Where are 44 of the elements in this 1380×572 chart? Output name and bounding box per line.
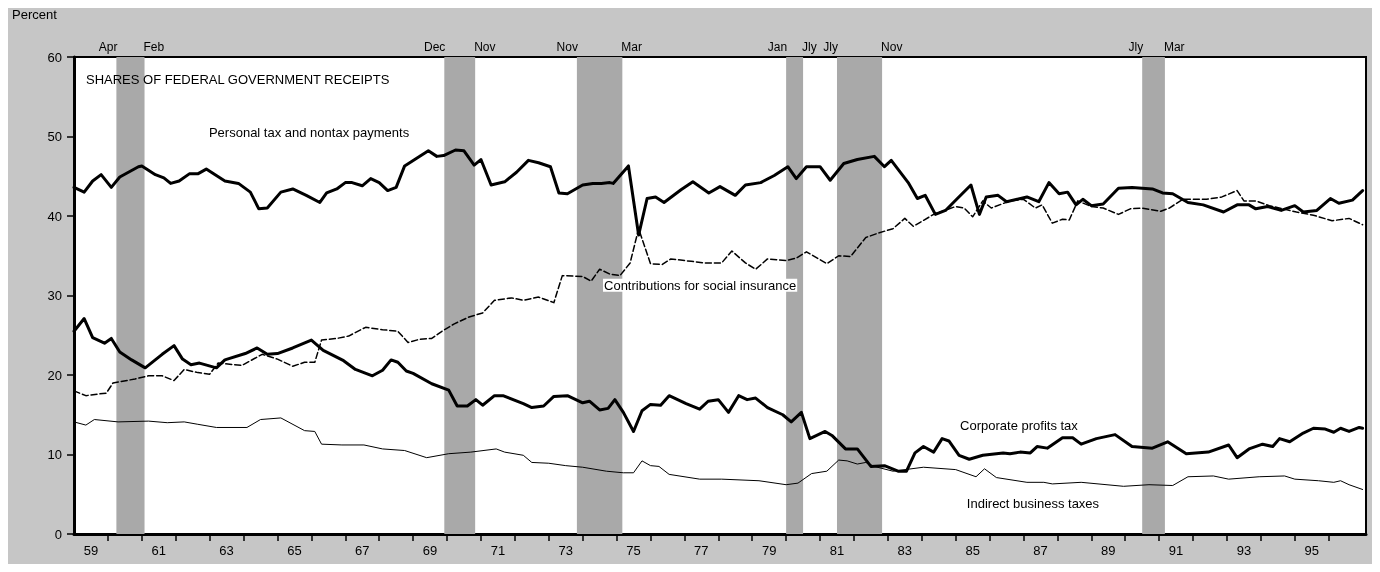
annotation: Nov [881, 40, 903, 54]
y-tick-label: 40 [47, 208, 62, 224]
x-tick-label: 95 [1304, 543, 1319, 558]
x-tick-label: 89 [1101, 543, 1116, 558]
y-tick-label: 0 [54, 526, 62, 542]
annotation: Jly [802, 40, 817, 54]
y-tick-label: 30 [47, 288, 62, 303]
annotation: Nov [474, 40, 496, 54]
annotation: Mar [1163, 40, 1185, 54]
annotation: Dec [423, 40, 446, 54]
x-tick-label: 77 [694, 543, 709, 558]
x-tick-label: 75 [626, 543, 641, 558]
x-tick-label: 61 [151, 543, 167, 558]
annotation: Jan [767, 40, 788, 54]
x-tick-label: 65 [287, 543, 302, 558]
x-tick-label: 63 [219, 543, 234, 558]
x-tick-label: 59 [83, 543, 99, 558]
text: SHARES OF FEDERAL GOVERNMENT RECEIPTS [86, 72, 390, 87]
x-tick-label: 73 [558, 543, 573, 558]
annotation: Mar [621, 40, 643, 54]
series-label: Personal tax and nontax payments [208, 125, 410, 141]
y-tick-label: 60 [47, 49, 62, 65]
x-tick-label: 67 [355, 543, 370, 558]
x-tick-label: 93 [1236, 543, 1252, 558]
y-axis-title: Percent [12, 7, 58, 22]
x-tick-label: 83 [897, 543, 913, 558]
series-label: Corporate profits tax [960, 418, 1079, 434]
x-tick-label: 85 [965, 543, 980, 558]
annotation: Feb [143, 40, 165, 54]
x-tick-label: 69 [422, 543, 438, 558]
y-tick-label: 10 [47, 447, 62, 462]
annotation: Apr [98, 40, 118, 54]
y-tick-label: 20 [47, 367, 62, 383]
annotation: Nov [556, 40, 578, 54]
annotation: Jly [1128, 40, 1144, 54]
x-tick-label: 87 [1033, 543, 1048, 558]
annotation: Jly [823, 40, 838, 54]
x-tick-label: 79 [761, 543, 777, 558]
y-tick-label: 50 [47, 129, 62, 144]
series-label: Indirect business taxes [966, 496, 1100, 512]
series-label: Contributions for social insurance [604, 277, 797, 293]
x-tick-label: 71 [490, 543, 506, 558]
x-tick-label: 81 [829, 543, 845, 558]
x-tick-label: 91 [1168, 543, 1184, 558]
